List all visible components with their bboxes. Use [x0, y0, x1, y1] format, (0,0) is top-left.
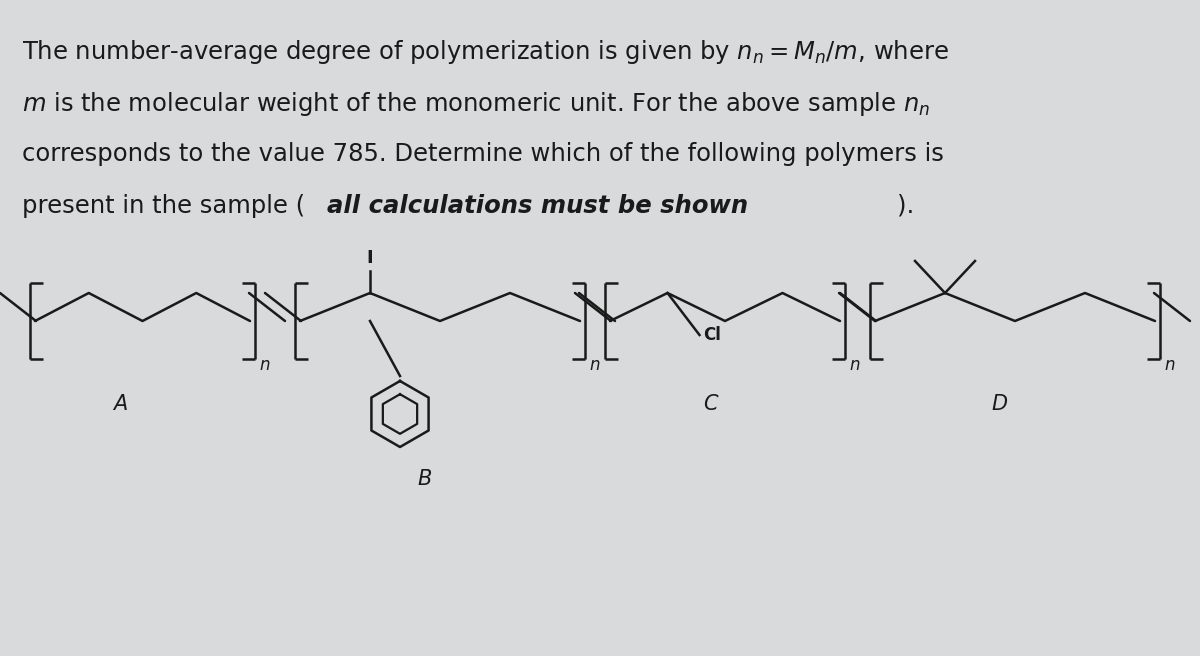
Text: D: D [992, 394, 1008, 414]
Text: n: n [259, 356, 270, 374]
Text: ).: ). [898, 194, 914, 218]
Text: $m$ is the molecular weight of the monomeric unit. For the above sample $n_n$: $m$ is the molecular weight of the monom… [22, 90, 930, 118]
Text: n: n [1164, 356, 1175, 374]
Text: A: A [113, 394, 127, 414]
Text: B: B [418, 469, 432, 489]
Text: n: n [848, 356, 859, 374]
Text: present in the sample (: present in the sample ( [22, 194, 305, 218]
Text: Cl: Cl [703, 326, 721, 344]
Text: corresponds to the value 785. Determine which of the following polymers is: corresponds to the value 785. Determine … [22, 142, 944, 166]
Text: all calculations must be shown: all calculations must be shown [326, 194, 748, 218]
Text: n: n [589, 356, 600, 374]
Text: I: I [367, 249, 373, 267]
Text: C: C [703, 394, 718, 414]
Text: The number-average degree of polymerization is given by $n_n = M_n/m$, where: The number-average degree of polymerizat… [22, 38, 949, 66]
